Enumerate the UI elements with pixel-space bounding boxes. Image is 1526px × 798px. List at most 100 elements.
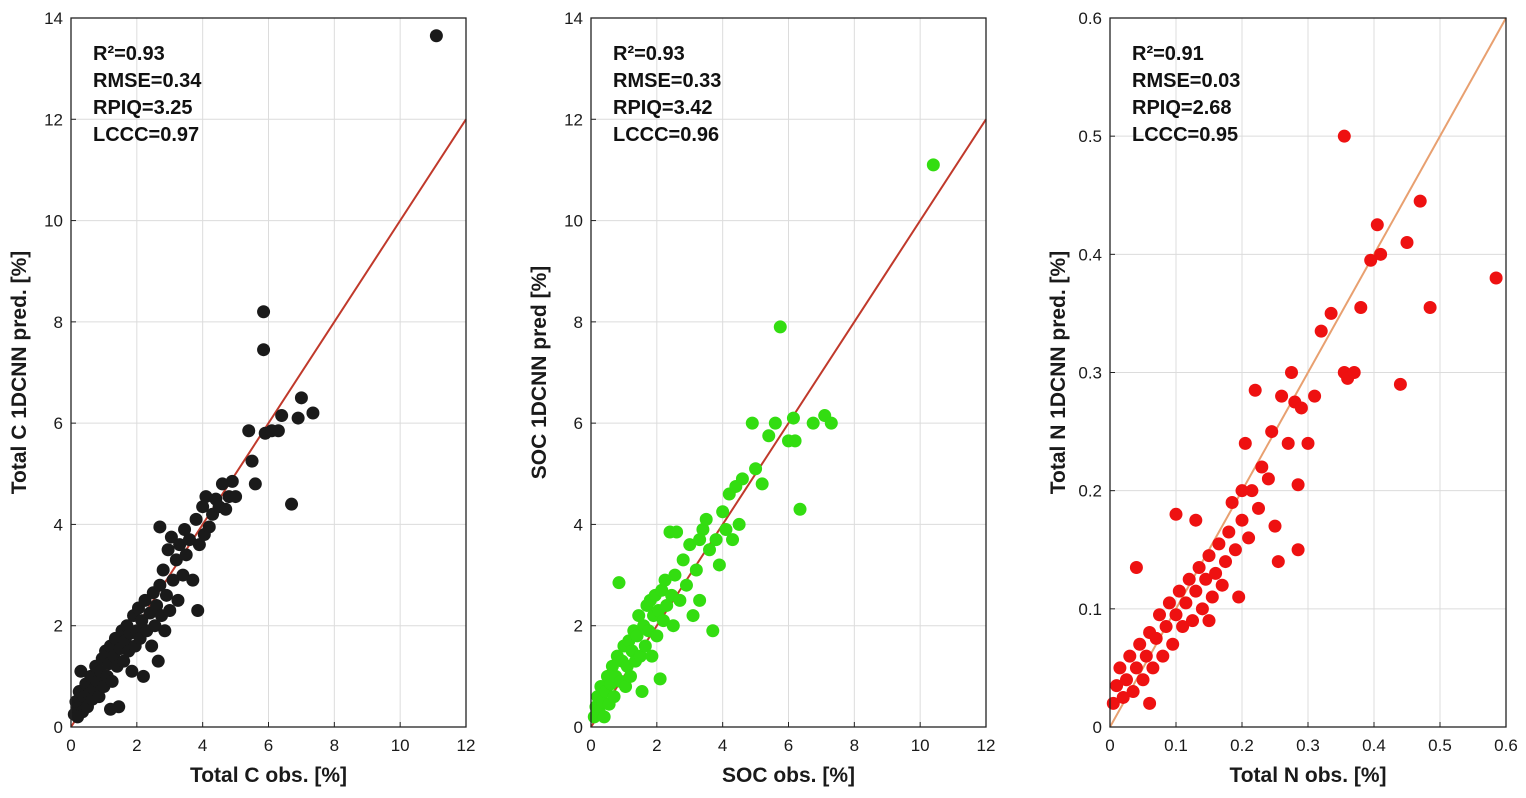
data-point [145, 639, 159, 653]
axes-frame [70, 17, 467, 728]
data-point [1139, 649, 1153, 663]
x-tick-label: 8 [330, 736, 339, 755]
data-point [1202, 614, 1216, 628]
data-point [1129, 560, 1143, 574]
stat-rmse: RMSE=0.34 [93, 70, 202, 92]
data-point [74, 664, 88, 678]
data-point [793, 502, 807, 516]
y-tick-label: 2 [54, 617, 63, 636]
data-point [683, 538, 697, 552]
data-point [926, 158, 940, 172]
data-point [1245, 484, 1259, 498]
x-tick-label: 0 [586, 736, 595, 755]
x-tick-label: 0 [1105, 736, 1114, 755]
data-point [1169, 507, 1183, 521]
data-point [148, 619, 162, 633]
data-point [1242, 531, 1256, 545]
data-point [125, 664, 139, 678]
data-point [1364, 253, 1378, 267]
y-tick-label: 0.1 [1078, 600, 1102, 619]
data-point [1166, 637, 1180, 651]
data-point [1126, 685, 1140, 699]
data-point [1248, 383, 1262, 397]
data-point [1413, 194, 1427, 208]
data-point [117, 654, 131, 668]
data-point [1255, 460, 1269, 474]
data-point [1268, 519, 1282, 533]
data-point [178, 522, 192, 536]
data-point [294, 391, 308, 405]
data-point [163, 604, 177, 618]
data-point [624, 669, 637, 683]
x-axis-label: SOC obs. [%] [722, 764, 855, 787]
data-point [1149, 631, 1163, 645]
data-point [1189, 513, 1203, 527]
data-point [1199, 572, 1213, 586]
y-tick-labels: 0 2 4 6 8 10 12 14 [44, 9, 63, 737]
data-point [1232, 590, 1246, 604]
data-point [1123, 649, 1137, 663]
data-point [1192, 560, 1206, 574]
data-point [638, 639, 652, 653]
stat-rpiq: RPIQ=3.42 [613, 97, 713, 119]
data-point [156, 563, 170, 577]
data-point [1153, 608, 1166, 622]
data-point [1129, 661, 1143, 675]
data-point [607, 690, 621, 704]
data-point [693, 593, 707, 607]
y-tick-label: 0.5 [1078, 127, 1102, 146]
data-point [632, 609, 646, 623]
data-point [1308, 389, 1322, 403]
data-point [1156, 649, 1170, 663]
data-point [1291, 543, 1305, 557]
data-point [1209, 566, 1223, 580]
y-tick-label: 6 [574, 414, 583, 433]
data-point [1110, 679, 1124, 693]
data-point [1146, 661, 1160, 675]
x-tick-label: 0.5 [1428, 736, 1452, 755]
data-point [1222, 525, 1236, 539]
data-point [1370, 218, 1384, 232]
data-point [92, 690, 106, 704]
data-point [225, 474, 239, 488]
y-tick-labels: 0 0.1 0.2 0.3 0.4 0.5 0.6 [1078, 9, 1102, 737]
data-point [1301, 436, 1315, 450]
y-tick-label: 0.4 [1078, 245, 1102, 264]
data-point [285, 497, 299, 511]
x-tick-label: 12 [457, 736, 476, 755]
y-tick-label: 10 [564, 212, 583, 231]
data-point [660, 598, 674, 612]
data-point [762, 429, 776, 443]
data-point [1169, 608, 1183, 622]
x-tick-label: 10 [911, 736, 930, 755]
data-point [706, 624, 720, 638]
data-point [1228, 543, 1242, 557]
data-point [199, 490, 213, 504]
data-point [1294, 401, 1308, 415]
data-point [242, 424, 256, 438]
data-point [735, 472, 749, 486]
data-point [1423, 301, 1437, 315]
data-point [824, 416, 838, 430]
data-point [1285, 366, 1298, 379]
data-point [1133, 637, 1147, 651]
data-point [686, 609, 700, 623]
data-point [612, 576, 626, 590]
data-point [732, 517, 746, 531]
y-tick-label: 12 [564, 110, 583, 129]
data-point [1225, 495, 1239, 509]
data-point [1489, 271, 1503, 285]
data-point [192, 538, 206, 552]
data-point [1215, 578, 1229, 592]
data-point [257, 305, 271, 319]
data-point [1235, 484, 1249, 498]
stat-rpiq: RPIQ=3.25 [93, 97, 193, 119]
y-tick-label: 4 [54, 515, 63, 534]
data-point [257, 343, 271, 357]
data-point [605, 659, 619, 673]
data-point [306, 406, 320, 420]
data-point [150, 598, 164, 612]
stat-rmse: RMSE=0.03 [1132, 70, 1240, 92]
data-point [1205, 590, 1219, 604]
y-tick-label: 8 [574, 313, 583, 332]
